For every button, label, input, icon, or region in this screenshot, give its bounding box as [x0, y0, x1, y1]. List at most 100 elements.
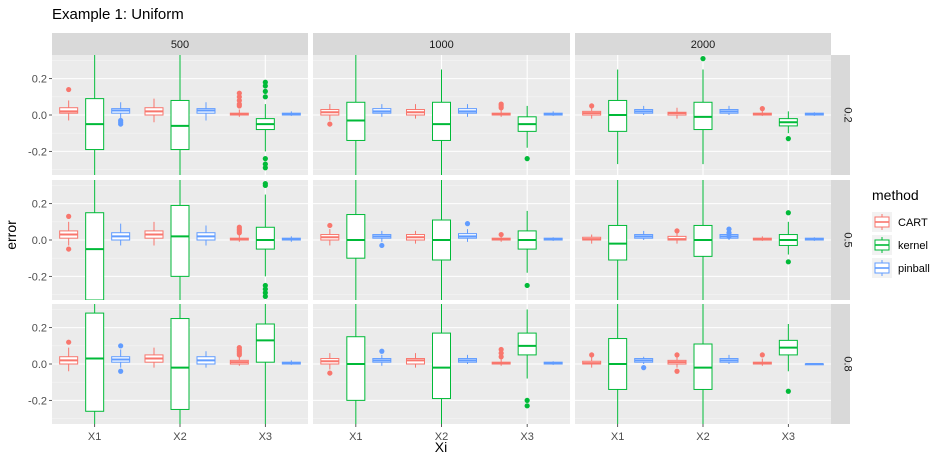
box-X1-CART — [320, 222, 340, 246]
outlier-point — [262, 88, 268, 94]
box-X3-CART — [229, 224, 249, 242]
box-X3-CART — [491, 231, 511, 242]
outlier-point — [524, 403, 530, 409]
row-strip — [831, 180, 850, 300]
box-X3-kernel — [255, 79, 275, 171]
outlier-point — [759, 352, 765, 358]
box-X3-kernel — [517, 105, 537, 162]
box-X1-pinball — [111, 102, 131, 127]
outlier-point — [498, 354, 504, 360]
panel-boxes — [582, 56, 824, 165]
outlier-point — [498, 346, 504, 353]
x-tick-label: X3 — [782, 431, 795, 443]
outlier-point — [498, 101, 504, 107]
box-X2-kernel — [432, 304, 451, 424]
y-tick-label: 0.2 — [32, 323, 47, 335]
legend-label: pinball — [898, 263, 930, 275]
box-X1-CART — [59, 213, 79, 252]
outlier-point — [327, 370, 333, 376]
col-strip-label: 1000 — [429, 39, 453, 51]
outlier-point — [118, 343, 124, 349]
panel-boxes — [320, 304, 563, 424]
outlier-point — [262, 161, 268, 167]
panel-boxes — [59, 304, 301, 424]
box-X1-kernel — [608, 69, 628, 165]
outlier-point — [262, 293, 268, 299]
row-strip-label: 0.8 — [842, 356, 854, 371]
y-tick-label: -0.2 — [28, 271, 47, 283]
box-X3-pinball — [543, 237, 563, 241]
x-tick-label: X3 — [259, 431, 272, 443]
box-X2-pinball — [719, 354, 739, 364]
box-X3-CART — [752, 106, 772, 116]
outlier-point — [236, 90, 242, 96]
row-strip-label: 0.2 — [842, 107, 854, 122]
box-X2-pinball — [458, 354, 477, 364]
panel-boxes — [582, 180, 824, 300]
box-X3-pinball — [804, 237, 824, 241]
col-strip-label: 500 — [171, 39, 189, 51]
box-X2-CART — [667, 352, 687, 374]
box-X3-CART — [229, 90, 249, 117]
y-tick-label: 0.2 — [32, 74, 47, 86]
panel-boxes — [582, 304, 824, 424]
panel-boxes — [320, 55, 563, 175]
box-X3-pinball — [543, 361, 563, 365]
legend-item-pinball: pinball — [872, 258, 930, 278]
box-X2-pinball — [719, 105, 739, 115]
y-tick-label: -0.2 — [28, 395, 47, 407]
outlier-point — [66, 213, 72, 219]
col-strip-label: 2000 — [691, 39, 715, 51]
x-tick-label: X1 — [611, 431, 624, 443]
outlier-point — [498, 350, 504, 356]
box-X2-CART — [406, 104, 425, 119]
y-axis-title: error — [3, 220, 19, 250]
box-iqr — [517, 332, 537, 356]
col-strip — [575, 33, 831, 55]
box-X3-kernel — [517, 210, 537, 289]
legend-label: kernel — [898, 240, 928, 252]
outlier-point — [759, 106, 765, 112]
box-X3-pinball — [281, 111, 301, 116]
outlier-point — [262, 181, 268, 187]
outlier-point — [118, 121, 124, 127]
y-tick-label: 0.0 — [32, 235, 47, 247]
box-X1-pinball — [634, 105, 654, 115]
outlier-point — [327, 222, 333, 229]
box-X3-kernel — [778, 210, 798, 265]
box-X3-CART — [491, 346, 511, 366]
outlier-point — [726, 230, 732, 236]
box-X3-kernel — [255, 181, 275, 299]
outlier-point — [66, 246, 72, 252]
box-iqr — [85, 212, 105, 300]
box-X2-CART — [406, 353, 425, 368]
box-X1-CART — [582, 234, 602, 244]
box-X2-pinball — [719, 226, 739, 240]
outlier-point — [726, 226, 732, 232]
facet-grid: 500 1000 2000 0.2 0.5 0.8 -0.2 0.0 0.2 -0.2 0.0 0.2… — [28, 33, 854, 443]
box-X2-CART — [144, 221, 164, 246]
box-X3-kernel — [255, 304, 275, 424]
box-X3-pinball — [543, 111, 563, 116]
outlier-point — [262, 79, 268, 85]
outlier-point — [262, 282, 268, 289]
box-X2-kernel — [693, 180, 713, 300]
x-tick-label: X2 — [173, 431, 186, 443]
panel-boxes — [59, 180, 301, 300]
box-X1-pinball — [111, 343, 131, 374]
box-X1-kernel — [608, 180, 628, 300]
box-iqr — [346, 336, 366, 401]
outlier-point — [674, 228, 680, 234]
box-X3-pinball — [804, 363, 824, 366]
outlier-point — [498, 231, 504, 238]
box-X1-pinball — [111, 223, 131, 246]
box-X2-pinball — [458, 104, 477, 117]
outlier-point — [262, 290, 268, 296]
box-X2-CART — [667, 228, 687, 244]
col-strip — [313, 33, 570, 55]
outlier-point — [726, 233, 732, 239]
outlier-point — [236, 94, 242, 100]
x-tick-label: X2 — [696, 431, 709, 443]
outlier-point — [589, 103, 595, 109]
